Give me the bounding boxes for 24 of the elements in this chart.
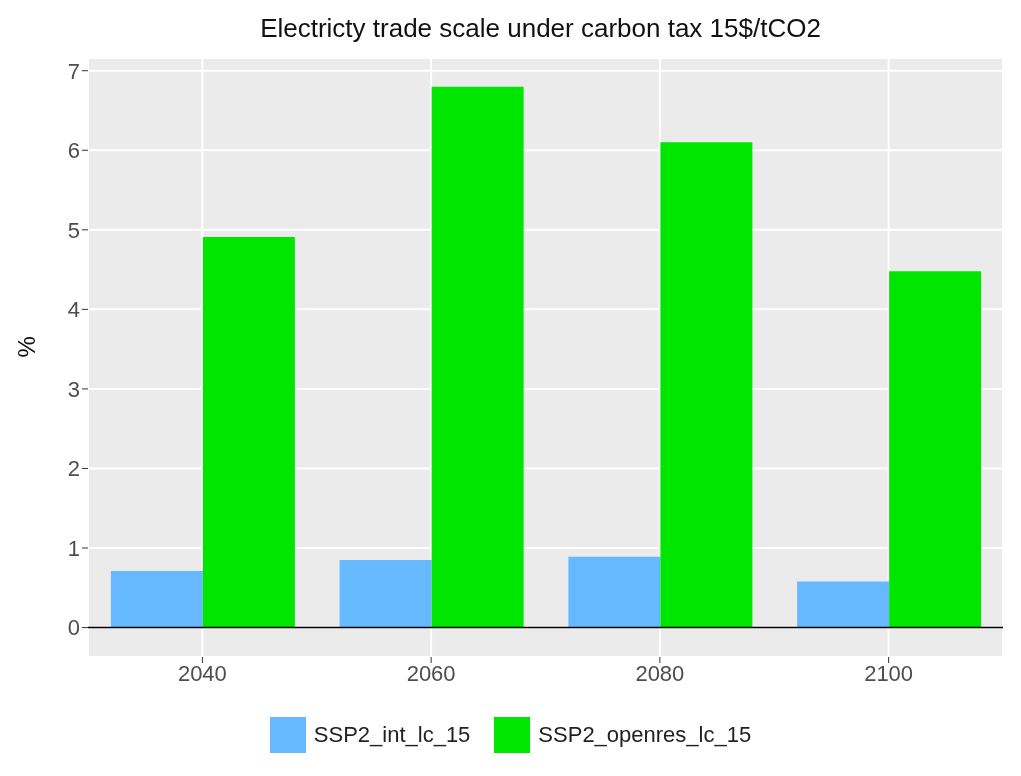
bar <box>110 571 203 628</box>
bar <box>797 581 890 628</box>
x-tick-label: 2100 <box>864 660 914 686</box>
y-tick-label: 7 <box>67 58 80 84</box>
y-tick-label: 1 <box>67 535 80 561</box>
bar <box>889 271 982 628</box>
bar <box>202 236 295 628</box>
x-tick-label: 2060 <box>406 660 456 686</box>
legend-label: SSP2_int_lc_15 <box>313 722 471 748</box>
y-tick-label: 6 <box>67 138 80 164</box>
y-tick-label: 4 <box>67 297 80 323</box>
legend-label: SSP2_openres_lc_15 <box>538 722 752 748</box>
bar <box>339 559 432 628</box>
y-tick-label: 0 <box>67 615 80 641</box>
y-tick-label: 5 <box>67 217 80 243</box>
bar <box>660 142 753 628</box>
x-tick-label: 2080 <box>635 660 685 686</box>
bar <box>568 556 661 628</box>
y-axis-title: % <box>12 336 40 358</box>
y-tick-label: 3 <box>67 376 80 402</box>
y-tick-label: 2 <box>67 456 80 482</box>
bar <box>431 86 524 628</box>
x-tick-label: 2040 <box>177 660 227 686</box>
chart-title: Electricty trade scale under carbon tax 15$/tCO2 <box>259 12 822 45</box>
